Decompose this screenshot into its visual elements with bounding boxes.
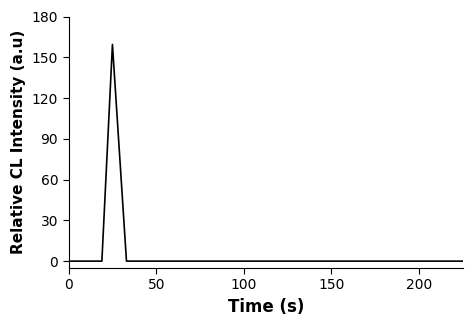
Y-axis label: Relative CL Intensity (a.u): Relative CL Intensity (a.u) [11, 30, 26, 254]
X-axis label: Time (s): Time (s) [228, 298, 304, 316]
